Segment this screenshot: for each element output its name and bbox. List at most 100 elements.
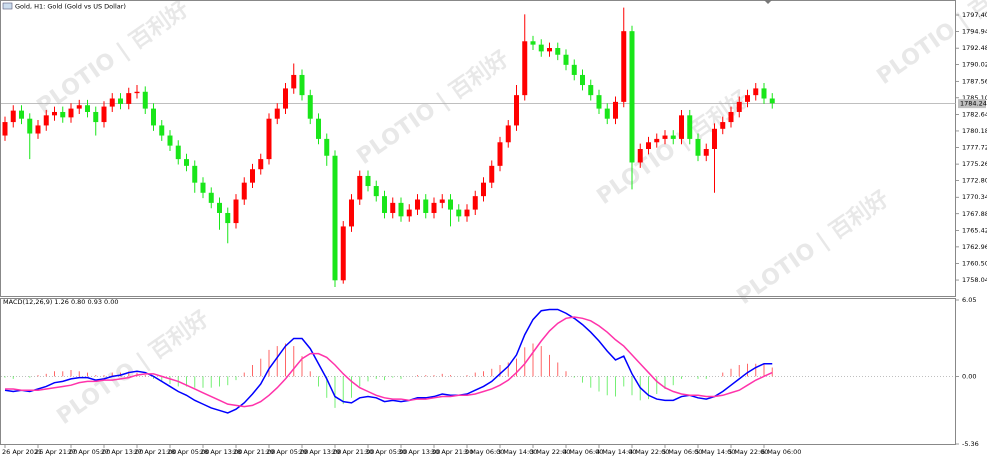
candle-body [10,110,16,123]
candle-body [613,101,618,119]
x-tick-label: 27 Apr 21:00 [134,448,176,456]
y-tick-label: 1790.02 [962,61,987,69]
x-tick-label: 27 Apr 05:00 [68,448,110,456]
candle-body [514,95,519,126]
candle-body [316,118,321,139]
candle-body [324,138,330,156]
x-tick-label: 4 May 22:00 [629,448,669,456]
x-tick-label: 5 May 22:00 [728,448,768,456]
candle-body [35,125,41,134]
candle-body [68,108,74,118]
candle-body [250,169,255,183]
candle-body [184,159,189,166]
candle-body [192,165,198,183]
candle-body [365,175,371,187]
candle-body [745,95,750,102]
candle-body [200,182,206,193]
candle-body [637,149,643,163]
chart-title: Gold, H1: Gold (Gold vs US Dollar) [15,3,126,11]
candle-body [489,165,495,183]
y-tick-label: 1782.64 [962,110,987,118]
candle-body [299,74,305,96]
x-tick-label: 28 Apr 13:00 [200,448,242,456]
x-tick-label: 4 May 14:00 [596,448,636,456]
candle-body [208,192,214,203]
candle-body [679,115,684,139]
candle-body [472,196,478,210]
macd-line [5,316,773,408]
candle-body [629,31,635,163]
candle-body [703,149,709,156]
candle-body [654,138,660,143]
macd-line [4,308,773,414]
candle-body [497,142,503,166]
candle-body [175,145,181,160]
indicator-title: MACD(12,26,9) 1.26 0.80 0.93 0.00 [3,298,119,306]
candle-body [563,54,569,65]
y2-tick-label: 6.05 [962,296,976,304]
y2-tick-label: 0.00 [962,372,976,380]
candle-body [588,85,594,96]
x-tick-label: 4 May 06:00 [563,448,603,456]
candle-body [2,122,8,136]
candle-body [151,108,156,126]
candle-body [241,182,247,200]
candle-body [448,199,453,210]
y-tick-label: 1758.04 [962,276,987,284]
candle-body [555,48,561,55]
candle-body [431,202,437,213]
candle-body [522,41,528,96]
macd-panel-frame [0,298,956,445]
x-tick-label: 28 Apr 21:00 [233,448,275,456]
candle-body [142,91,148,109]
candle-body [167,135,173,146]
candle-body [464,209,470,217]
candle-body [415,199,420,210]
x-tick-label: 29 Apr 13:00 [299,448,341,456]
candle-body [547,48,552,52]
candle-body [423,199,429,213]
x-tick-label: 6 May 06:00 [761,448,801,456]
candle-body [538,44,544,52]
candle-body [596,95,602,109]
x-tick-label: 30 Apr 13:00 [398,448,440,456]
candle-body [332,155,338,281]
candle-body [134,91,140,94]
x-tick-label: 3 May 14:00 [497,448,537,456]
x-tick-label: 3 May 22:00 [530,448,570,456]
candle-body [291,74,297,89]
y-tick-label: 1780.18 [962,127,987,135]
y-tick-label: 1777.72 [962,144,987,152]
candle-body [670,135,676,139]
y2-tick-label: -5.36 [962,440,979,448]
x-tick-label: 30 Apr 05:00 [365,448,407,456]
candle-body [505,125,511,143]
symbol-icon [2,2,13,10]
candle-body [225,212,231,224]
price-panel-frame [0,0,956,297]
candle-body [118,98,123,104]
candle-body [761,88,767,99]
y-tick-label: 1787.56 [962,77,987,85]
y-tick-label: 1765.42 [962,226,987,234]
y-tick-label: 1770.34 [962,193,987,201]
x-tick-label: 5 May 14:00 [695,448,735,456]
y-tick-label: 1785.10 [962,94,987,102]
candle-body [60,111,66,118]
x-tick-label: 29 Apr 21:00 [332,448,374,456]
candle-body [621,31,627,102]
candle-body [274,108,280,119]
candle-body [481,182,486,197]
y-tick-label: 1794.94 [962,28,987,36]
candle-body [159,125,165,136]
candle-body [604,108,610,119]
candle-body [340,226,346,281]
candle-body [687,115,693,139]
x-tick-label: 29 Apr 05:00 [266,448,308,456]
y-tick-label: 1775.26 [962,160,987,168]
candle-body [266,118,272,160]
x-tick-label: 5 May 06:00 [662,448,702,456]
candle-body [530,41,536,45]
